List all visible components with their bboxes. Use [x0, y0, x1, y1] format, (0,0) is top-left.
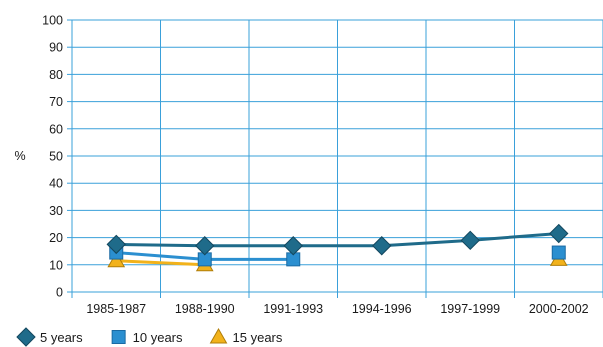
legend-label-3: 15 years [233, 330, 283, 345]
data-point-5-years-1 [106, 234, 126, 255]
series-5-years [106, 223, 569, 256]
series-line-15-years [116, 259, 205, 267]
x-tick-label-4: 1994-1996 [352, 302, 412, 316]
legend-marker-1 [16, 327, 36, 347]
y-tick-label-90: 90 [49, 41, 63, 55]
data-point-5-years-4 [372, 236, 392, 256]
y-tick-label-40: 40 [49, 177, 63, 191]
data-point-10-years-6 [551, 245, 566, 260]
y-tick-label-50: 50 [49, 150, 63, 164]
x-tick-label-2: 1988-1990 [175, 302, 235, 316]
legend-marker-2 [111, 330, 126, 344]
y-tick-label-80: 80 [49, 68, 63, 82]
data-point-5-years-5 [460, 230, 480, 251]
data-point-5-years-3 [283, 236, 303, 256]
legend-item-1: 5 years [16, 327, 83, 347]
x-axis-ticks: 1985-1987 1988-1990 1991-1993 1994-1996 1997… [86, 302, 588, 316]
y-axis-ticks: 0 10 20 30 40 50 60 70 80 90 100 [42, 14, 72, 300]
x-tick-label-6: 2000-2002 [529, 302, 589, 316]
series-layer [106, 223, 569, 272]
legend-label-1: 5 years [40, 330, 83, 345]
x-tick-label-1: 1985-1987 [86, 302, 146, 316]
y-tick-label-30: 30 [49, 204, 63, 218]
data-point-5-years-2 [195, 236, 215, 256]
legend-label-2: 10 years [133, 330, 183, 345]
series-line-5-years [116, 232, 559, 248]
legend-item-3: 15 years [209, 327, 283, 345]
x-tick-label-3: 1991-1993 [263, 302, 323, 316]
legend-marker-3 [209, 327, 228, 344]
y-tick-label-0: 0 [56, 286, 63, 300]
y-axis-label: % [14, 149, 25, 163]
data-point-15-years-1 [107, 251, 126, 268]
legend-item-2: 10 years [111, 330, 183, 345]
legend: 5 years 10 years 15 years [16, 327, 283, 347]
y-tick-label-70: 70 [49, 95, 63, 109]
data-point-5-years-6 [549, 223, 569, 244]
y-tick-label-100: 100 [42, 14, 63, 28]
y-tick-label-20: 20 [49, 231, 63, 245]
x-tick-label-5: 1997-1999 [440, 302, 500, 316]
y-tick-label-60: 60 [49, 122, 63, 136]
y-tick-label-10: 10 [49, 258, 63, 272]
